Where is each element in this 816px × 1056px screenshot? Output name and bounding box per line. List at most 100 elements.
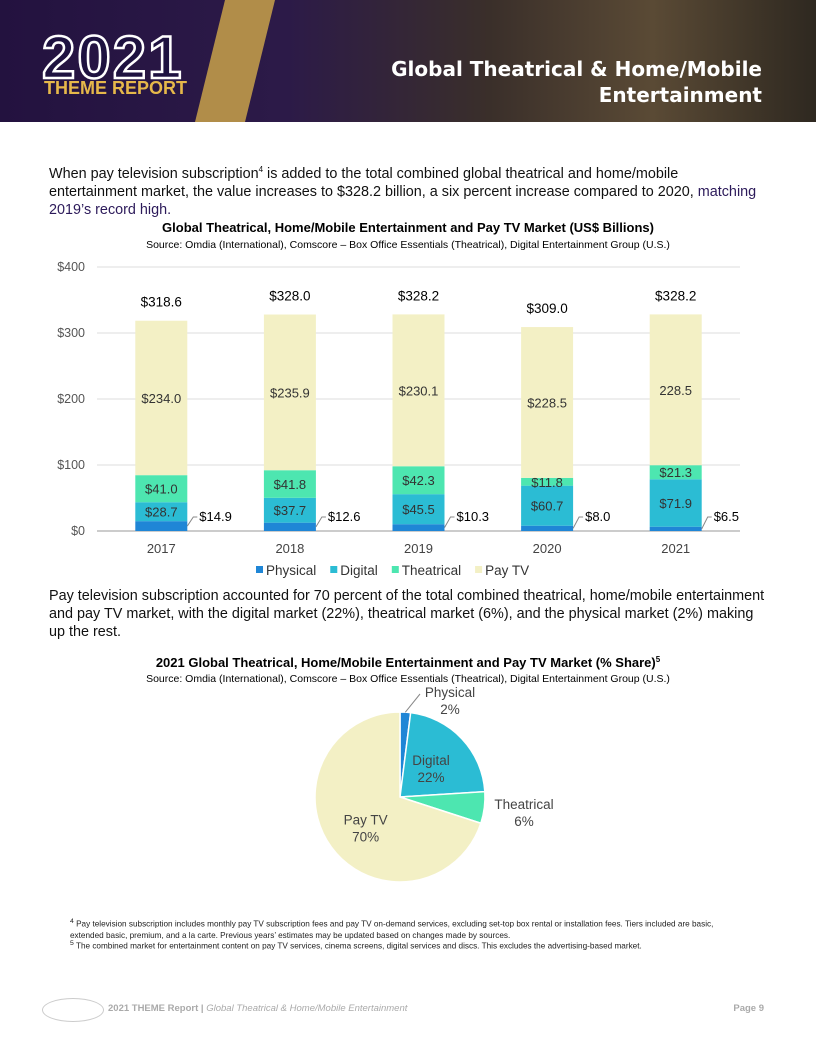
bar-segment [263, 470, 316, 498]
pie-label: Physical [425, 685, 475, 700]
total-label: $328.2 [398, 288, 439, 303]
bar-segment [392, 524, 445, 531]
bar-segment [521, 485, 574, 526]
leader-line [186, 516, 198, 527]
value-label: $14.9 [199, 509, 232, 524]
note-ref: 4 [258, 165, 264, 174]
footer-logo [42, 998, 104, 1022]
bar-segment [135, 521, 188, 531]
y-tick-label: $100 [57, 458, 85, 472]
bar-segment [263, 497, 316, 523]
bar-segment [135, 320, 188, 476]
pie-slice [314, 711, 482, 883]
total-label: $328.2 [655, 288, 696, 303]
total-label: $328.0 [269, 289, 310, 304]
x-tick-label: 2021 [661, 541, 690, 556]
value-label: $37.7 [274, 503, 307, 518]
x-tick-label: 2019 [404, 541, 433, 556]
value-label: $6.5 [714, 509, 739, 524]
intro-highlight: matching 2019’s record high. [49, 183, 757, 218]
legend-swatch [256, 566, 263, 573]
gold-stripe [195, 0, 275, 122]
logo-year: 2021 [42, 24, 183, 91]
value-label: $235.9 [270, 385, 310, 400]
value-label: $41.8 [274, 477, 307, 492]
bar-segment [135, 502, 188, 522]
y-tick-label: $300 [57, 326, 85, 340]
footer-page: Page 9 [733, 1003, 764, 1014]
value-label: $71.9 [659, 496, 692, 511]
leader-line [444, 516, 455, 528]
value-label: $11.8 [531, 475, 563, 490]
bar-segment [521, 477, 574, 486]
chart-subtitle: Source: Omdia (International), Comscore … [146, 673, 670, 685]
pie-value-label: 6% [514, 814, 534, 829]
footer-text: 2021 THEME Report | Global Theatrical & … [108, 1003, 407, 1014]
value-label: $12.6 [328, 509, 361, 524]
footer-report: 2021 THEME Report | [108, 1003, 204, 1014]
footer-section: Global Theatrical & Home/Mobile Entertai… [206, 1003, 408, 1014]
footnote-text: Pay television subscription includes mon… [70, 919, 714, 940]
footnote-mark: 5 [70, 940, 74, 947]
bar-segment [392, 314, 445, 467]
header-art: 2021 THEME REPORT Global Theatrical & Ho… [41, 0, 762, 122]
pie-value-label: 70% [352, 829, 379, 844]
pie-value-label: 22% [417, 770, 444, 785]
bar-segment [392, 466, 445, 495]
bar-segment [649, 465, 702, 480]
legend-swatch [330, 566, 338, 573]
value-label: 228.5 [659, 383, 692, 398]
bar-segment [263, 522, 316, 531]
title-note: 5 [656, 655, 661, 664]
y-tick-label: $200 [57, 392, 85, 406]
bar-segment [263, 314, 316, 471]
leader-line [701, 516, 712, 530]
value-label: $28.7 [145, 505, 178, 520]
chart-title: 2021 Global Theatrical, Home/Mobile Ente… [156, 655, 661, 670]
pie-slice [399, 711, 486, 798]
value-label: $230.1 [399, 383, 439, 398]
value-label: $45.5 [402, 502, 435, 517]
header: 2021 THEME REPORT Global Theatrical & Ho… [0, 0, 816, 122]
bar-segment [521, 327, 574, 478]
x-tick-label: 2020 [533, 541, 562, 556]
value-label: $234.0 [141, 391, 181, 406]
pie-label: Theatrical [494, 797, 553, 812]
pie-value-label: 2% [440, 702, 460, 717]
y-tick-label: $0 [71, 524, 85, 538]
summary: Pay television subscription accounted fo… [49, 588, 765, 640]
intro: When pay television subscription4 is add… [49, 161, 769, 219]
bar-segment [649, 479, 702, 527]
legend-label: Digital [340, 563, 378, 578]
value-label: $41.0 [145, 482, 178, 497]
x-tick-label: 2017 [147, 541, 176, 556]
intro-text: When pay television subscription [49, 165, 259, 182]
legend-label: Theatrical [402, 563, 461, 578]
bar-segment [649, 526, 702, 531]
chart-title-text: 2021 Global Theatrical, Home/Mobile Ente… [156, 655, 656, 670]
total-label: $318.6 [141, 295, 182, 310]
bar-segment [135, 475, 188, 503]
footnote-mark: 4 [70, 918, 74, 925]
y-tick-label: $400 [57, 260, 85, 274]
intro-text: is added to the total combined global th… [49, 165, 698, 200]
header-title-box: Global Theatrical & Home/Mobile Entertai… [391, 57, 762, 107]
chart-title: Global Theatrical, Home/Mobile Entertain… [162, 220, 654, 235]
footnote: 4 Pay television subscription includes m… [70, 916, 740, 941]
logo-label: THEME REPORT [44, 78, 187, 98]
value-label: $60.7 [531, 499, 564, 514]
x-tick-label: 2018 [275, 541, 304, 556]
leader-line [572, 516, 584, 529]
header-title: Global Theatrical & Home/Mobile Entertai… [391, 57, 762, 107]
chart-subtitle: Source: Omdia (International), Comscore … [146, 239, 670, 251]
value-label: $10.3 [457, 509, 490, 524]
legend-swatch [391, 566, 399, 573]
legend-label: Pay TV [485, 563, 529, 578]
value-label: $8.0 [585, 509, 610, 524]
value-label: $228.5 [527, 395, 567, 410]
legend-label: Physical [266, 563, 316, 578]
value-label: $42.3 [402, 473, 435, 488]
leader-line [315, 516, 326, 528]
